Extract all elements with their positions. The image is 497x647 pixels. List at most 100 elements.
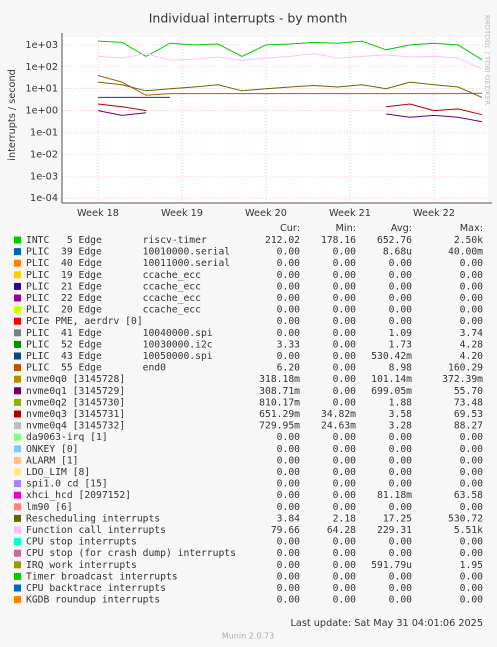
legend-stat: 0.00 (333, 444, 356, 455)
legend-stat: 0.00 (277, 583, 300, 594)
legend-stat: 0.00 (389, 595, 412, 606)
legend-stat: 0.00 (333, 351, 356, 362)
legend-name: ONKEY [0] (26, 444, 79, 455)
legend-stat: 79.66 (271, 525, 300, 536)
legend-stat: 88.27 (454, 421, 483, 432)
legend-stat: 0.00 (389, 316, 412, 327)
legend-stat: 2.18 (333, 513, 356, 524)
legend-stat: 3.74 (460, 328, 483, 339)
legend-stat: 0.00 (333, 328, 356, 339)
legend-swatch (14, 491, 21, 499)
legend-swatch (14, 340, 21, 348)
legend-stat: 0.00 (460, 281, 483, 292)
series-line (97, 75, 483, 96)
legend-name: nvme0q1 [3145729] (26, 386, 125, 397)
x-tick-label: Week 19 (161, 208, 203, 219)
legend-swatch (14, 236, 21, 244)
series-line (97, 53, 483, 70)
legend-swatch (14, 410, 21, 418)
legend-stat: 0.00 (333, 502, 356, 513)
legend-stat: 0.00 (333, 397, 356, 408)
legend-name: PLIC 19 Edge ccache_ecc (26, 270, 201, 281)
legend-name: PCIe PME, aerdrv [0] (26, 316, 143, 327)
legend-name: PLIC 40 Edge 10011000.serial (26, 258, 230, 269)
legend-stat: 0.00 (277, 444, 300, 455)
legend-stat: 0.00 (333, 537, 356, 548)
legend-swatch (14, 584, 21, 592)
legend-swatch (14, 364, 21, 372)
legend-swatch (14, 514, 21, 522)
legend-stat: 0.00 (460, 548, 483, 559)
legend-stat: 0.00 (389, 467, 412, 478)
legend-name: IRQ work interrupts (26, 560, 137, 571)
legend-name: Function call interrupts (26, 525, 166, 536)
legend-stat: 8.68u (383, 247, 412, 258)
legend-stat: 308.71m (259, 386, 300, 397)
plot-area (62, 37, 488, 203)
legend-swatch (14, 445, 21, 453)
legend-name: PLIC 55 Edge end0 (26, 363, 166, 374)
legend-stat: 0.00 (389, 571, 412, 582)
legend-stat: 591.79u (371, 560, 412, 571)
legend-stat: 1.95 (460, 560, 483, 571)
legend-name: CPU backtrace interrupts (26, 583, 166, 594)
legend-stat: 318.18m (259, 374, 300, 385)
y-tick-label: 1e-02 (30, 149, 58, 160)
legend-swatch (14, 468, 21, 476)
legend-swatch (14, 306, 21, 314)
series-line (97, 110, 483, 123)
y-tick-label: 1e+00 (25, 106, 58, 117)
legend-stat: 0.00 (333, 258, 356, 269)
legend-name: PLIC 39 Edge 10010000.serial (26, 247, 230, 258)
legend-stat: 0.00 (277, 455, 300, 466)
legend-stat: 0.00 (277, 595, 300, 606)
legend-stat: 652.76 (377, 235, 412, 246)
legend-swatch (14, 387, 21, 395)
legend-swatch (14, 538, 21, 546)
legend-stat: 0.00 (333, 560, 356, 571)
legend-stat: 0.00 (333, 316, 356, 327)
y-tick-label: 1e+02 (25, 62, 58, 73)
legend-stat: 0.00 (333, 247, 356, 258)
legend-name: Rescheduling interrupts (26, 513, 160, 524)
legend-stat: 4.20 (460, 351, 483, 362)
legend-name: LDO_LIM [8] (26, 467, 90, 478)
legend-stat: 0.00 (277, 490, 300, 501)
legend-stat: 0.00 (460, 595, 483, 606)
legend-stat: 0.00 (389, 479, 412, 490)
version: Munin 2.0.73 (222, 632, 274, 641)
legend-stat: 6.20 (277, 363, 300, 374)
column-header: Max: (460, 223, 483, 234)
legend-swatch (14, 433, 21, 441)
legend-name: xhci_hcd [2097152] (26, 490, 131, 501)
watermark: RRDTOOL / TOBI OETIKER (483, 15, 491, 105)
legend-stat: 0.00 (333, 455, 356, 466)
legend-swatch (14, 561, 21, 569)
legend-stat: 530.72 (448, 513, 483, 524)
legend-stat: 3.33 (277, 339, 300, 350)
legend-stat: 0.00 (460, 293, 483, 304)
legend-stat: 0.00 (277, 432, 300, 443)
legend-name: Timer broadcast interrupts (26, 571, 178, 582)
legend-stat: 4.28 (460, 339, 483, 350)
legend-stat: 0.00 (389, 258, 412, 269)
legend-stat: 212.02 (265, 235, 300, 246)
legend-stat: 0.00 (460, 479, 483, 490)
legend-name: CPU stop interrupts (26, 537, 137, 548)
legend-swatch (14, 352, 21, 360)
legend-name: nvme0q4 [3145732] (26, 421, 125, 432)
legend-name: da9063-irq [1] (26, 432, 108, 443)
legend-name: spi1.0 cd [15] (26, 479, 108, 490)
legend-stat: 40.00m (448, 247, 483, 258)
legend-stat: 0.00 (277, 467, 300, 478)
legend-stat: 0.00 (389, 502, 412, 513)
legend-stat: 0.00 (333, 432, 356, 443)
legend-stat: 0.00 (460, 444, 483, 455)
x-tick-label: Week 20 (245, 208, 287, 219)
legend-stat: 0.00 (333, 339, 356, 350)
last-update: Last update: Sat May 31 04:01:06 2025 (291, 618, 483, 629)
legend-stat: 0.00 (333, 374, 356, 385)
legend-stat: 0.00 (333, 595, 356, 606)
legend-stat: 0.00 (460, 305, 483, 316)
series-line (97, 40, 483, 61)
